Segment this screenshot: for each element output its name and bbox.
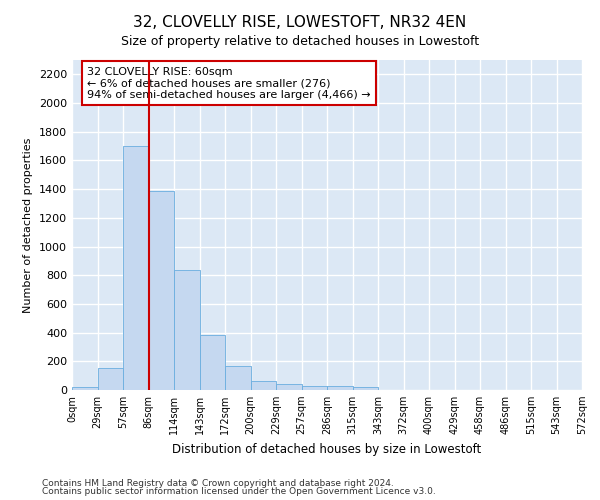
Text: 32 CLOVELLY RISE: 60sqm
← 6% of detached houses are smaller (276)
94% of semi-de: 32 CLOVELLY RISE: 60sqm ← 6% of detached… <box>88 66 371 100</box>
Text: Contains public sector information licensed under the Open Government Licence v3: Contains public sector information licen… <box>42 487 436 496</box>
Bar <box>174 270 199 390</box>
Bar <box>251 380 276 390</box>
Bar <box>276 384 302 390</box>
Bar <box>97 368 123 390</box>
X-axis label: Distribution of detached houses by size in Lowestoft: Distribution of detached houses by size … <box>172 442 482 456</box>
Bar <box>199 335 225 390</box>
Text: Size of property relative to detached houses in Lowestoft: Size of property relative to detached ho… <box>121 35 479 48</box>
Text: Contains HM Land Registry data © Crown copyright and database right 2024.: Contains HM Land Registry data © Crown c… <box>42 478 394 488</box>
Y-axis label: Number of detached properties: Number of detached properties <box>23 138 34 312</box>
Bar <box>149 190 174 390</box>
Bar <box>225 366 251 390</box>
Bar <box>353 387 378 390</box>
Bar <box>123 146 149 390</box>
Text: 32, CLOVELLY RISE, LOWESTOFT, NR32 4EN: 32, CLOVELLY RISE, LOWESTOFT, NR32 4EN <box>133 15 467 30</box>
Bar <box>302 386 327 390</box>
Bar <box>327 386 353 390</box>
Bar <box>72 387 97 390</box>
